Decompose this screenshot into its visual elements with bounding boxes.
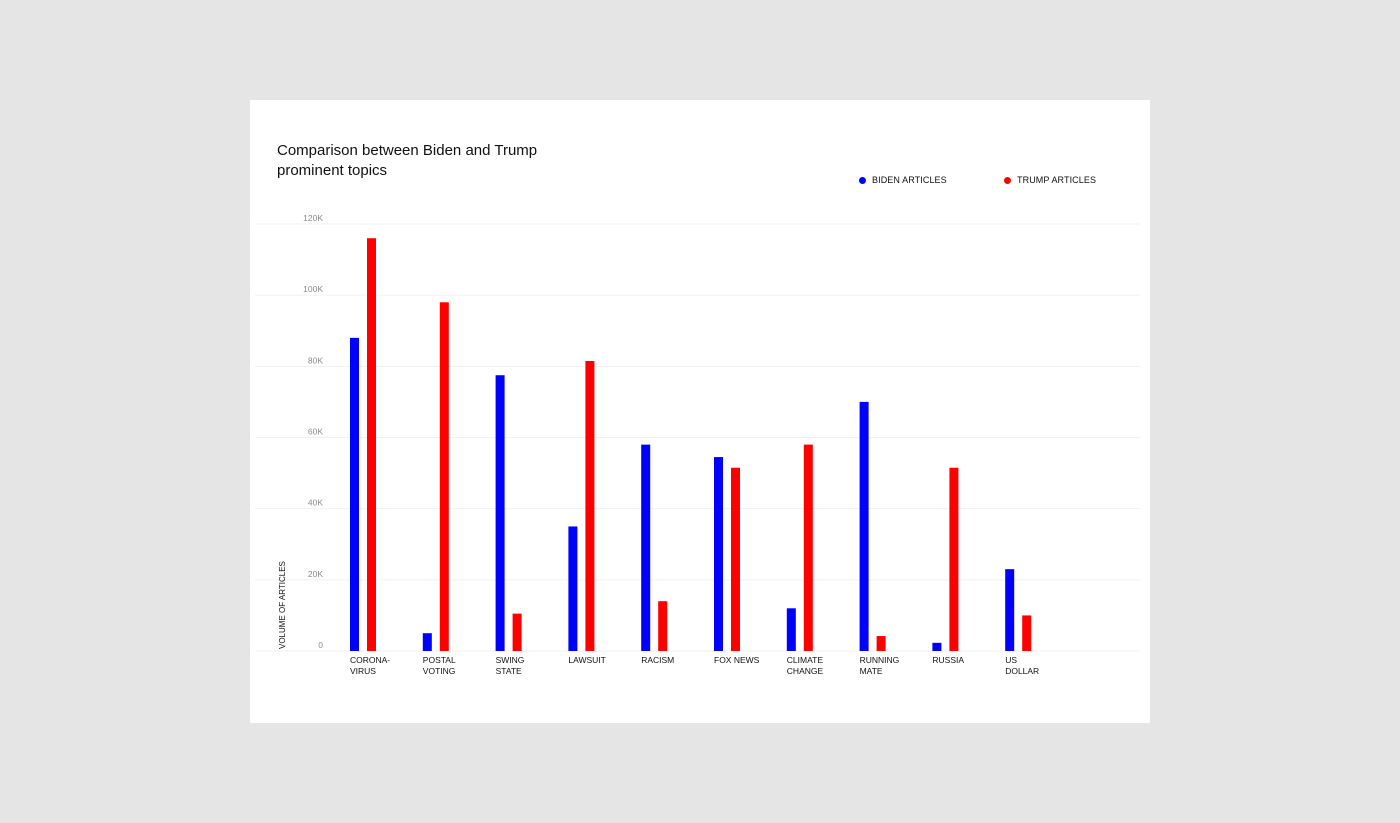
legend-dot-trump — [1004, 176, 1011, 184]
bar-biden — [932, 642, 942, 651]
y-axis-ticks: 0 20K 40K 60K 80K 100K 120K — [303, 213, 323, 650]
bar-biden — [1005, 569, 1015, 651]
bar-biden — [568, 526, 578, 651]
grid-lines — [255, 223, 1140, 652]
legend-item-trump: TRUMP ARTICLES — [1004, 173, 1096, 187]
bar-biden — [859, 401, 869, 651]
bar-trump — [658, 601, 668, 651]
chart-card: Comparison between Biden and Trump promi… — [250, 100, 1150, 723]
x-category-label: RUNNING MATE — [860, 655, 900, 676]
legend-dot-biden — [859, 176, 866, 184]
x-category-label: RACISM — [641, 655, 674, 665]
legend-item-biden: BIDEN ARTICLES — [859, 173, 947, 187]
y-tick-label: 80K — [308, 355, 323, 365]
bar-biden — [422, 633, 432, 651]
chart-title: Comparison between Biden and Trump promi… — [277, 141, 577, 181]
x-category-label: CORONA-VIRUS — [350, 655, 390, 676]
x-axis-labels: CORONA-VIRUS POSTAL VOTING SWING STATE LAWSUI… — [350, 655, 1039, 676]
bar-biden — [495, 375, 505, 651]
y-tick-label: 100K — [303, 284, 323, 294]
y-tick-label: 120K — [303, 213, 323, 223]
x-category-label: RUSSIA — [932, 655, 964, 665]
y-tick-label: 40K — [308, 498, 323, 508]
bar-trump — [949, 467, 959, 651]
x-category-label: LAWSUIT — [568, 655, 605, 665]
bar-trump — [731, 467, 740, 651]
bar-trump — [803, 444, 813, 651]
y-axis-title: VOLUME OF ARTICLES — [278, 561, 287, 649]
y-tick-label: 0 — [318, 640, 323, 650]
legend-label-biden: BIDEN ARTICLES — [872, 175, 947, 185]
bar-trump — [876, 636, 886, 651]
x-category-label: CLIMATE CHANGE — [787, 655, 824, 676]
x-category-label: US DOLLAR — [1005, 655, 1039, 676]
chart-title-line-2: prominent topics — [277, 162, 388, 179]
y-tick-label: 60K — [308, 427, 323, 437]
bar-biden — [786, 608, 796, 651]
x-category-label: FOX NEWS — [714, 655, 760, 665]
bar-biden — [714, 457, 723, 651]
x-category-label: SWING STATE — [496, 655, 525, 676]
bars — [350, 238, 1032, 651]
bar-trump — [512, 613, 522, 651]
legend-label-trump: TRUMP ARTICLES — [1017, 175, 1097, 185]
chart-title-line-1: Comparison between Biden and Trump — [277, 142, 538, 159]
bar-trump — [585, 360, 595, 651]
bar-trump — [439, 302, 449, 651]
bar-biden — [350, 337, 359, 651]
x-category-label: POSTAL VOTING — [423, 655, 456, 676]
bar-trump — [367, 238, 376, 651]
bar-chart: 0 20K 40K 60K 80K 100K 120K CORONA-VIRUS POSTAL… — [255, 213, 1140, 676]
bar-trump — [1022, 615, 1032, 651]
bar-biden — [641, 444, 651, 651]
y-tick-label: 20K — [308, 569, 323, 579]
